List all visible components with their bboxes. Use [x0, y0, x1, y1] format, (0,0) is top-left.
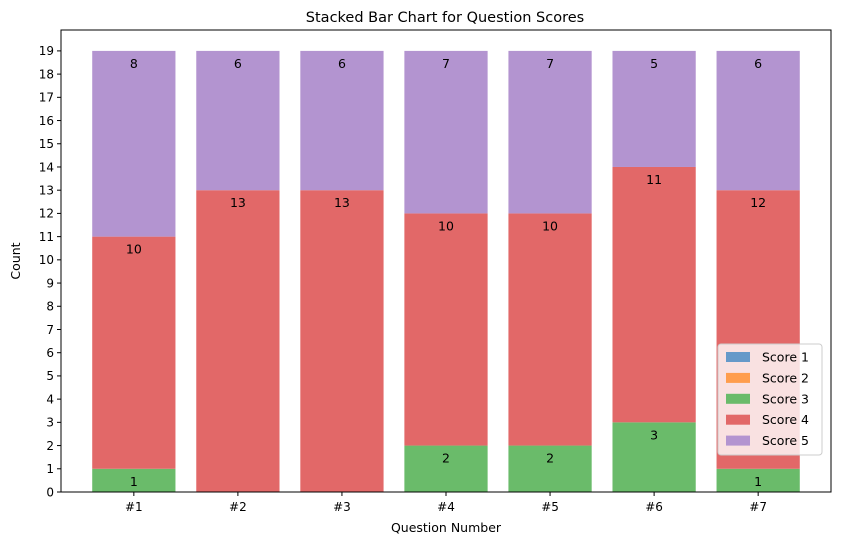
- bar-segment-4-2: [196, 190, 280, 492]
- legend-label: Score 4: [762, 412, 809, 427]
- bar-segment-3-5: [508, 445, 592, 492]
- y-tick-label: 14: [39, 160, 54, 174]
- bar-segment-5-6: [612, 50, 696, 167]
- y-tick-label: 6: [46, 346, 54, 360]
- y-tick-label: 12: [39, 207, 54, 221]
- bar-segment-4-6: [612, 166, 696, 423]
- bar-segment-5-2: [196, 50, 280, 191]
- bar-value-label: 7: [442, 56, 450, 71]
- bar-value-label: 6: [754, 56, 762, 71]
- bar-value-label: 2: [546, 451, 554, 466]
- legend-label: Score 2: [762, 370, 809, 385]
- bar-segment-3-4: [404, 445, 488, 492]
- bar-segment-4-5: [508, 213, 592, 446]
- y-tick-label: 19: [39, 44, 54, 58]
- bar-value-label: 10: [126, 242, 142, 257]
- y-tick-label: 7: [46, 323, 54, 337]
- x-tick-label: #3: [333, 500, 351, 514]
- bar-segment-5-1: [92, 50, 176, 237]
- legend-swatch: [726, 435, 750, 446]
- bar-segment-5-7: [716, 50, 800, 191]
- bar-value-label: 11: [646, 172, 662, 187]
- bar-value-label: 13: [230, 195, 246, 210]
- legend-label: Score 1: [762, 350, 809, 365]
- legend-swatch: [726, 393, 750, 404]
- x-tick-label: #1: [125, 500, 143, 514]
- y-tick-label: 13: [39, 183, 54, 197]
- x-tick-label: #5: [541, 500, 559, 514]
- y-tick-label: 10: [39, 253, 54, 267]
- y-tick-label: 0: [46, 485, 54, 499]
- bar-value-label: 6: [234, 56, 242, 71]
- bar-segment-5-5: [508, 50, 592, 214]
- bar-value-label: 3: [650, 427, 658, 442]
- legend-label: Score 3: [762, 391, 809, 406]
- bar-segment-4-1: [92, 236, 176, 469]
- y-tick-label: 8: [46, 300, 54, 314]
- bar-segment-3-6: [612, 422, 696, 492]
- legend-box: [717, 343, 823, 456]
- bar-value-label: 6: [338, 56, 346, 71]
- y-axis-label: Count: [8, 242, 23, 279]
- bar-value-label: 8: [130, 56, 138, 71]
- legend-swatch: [726, 414, 750, 425]
- legend-swatch: [726, 352, 750, 362]
- y-tick-label: 1: [46, 462, 54, 476]
- y-tick-label: 17: [39, 91, 54, 105]
- bar-segment-3-7: [716, 468, 800, 492]
- legend: Score 1 Score 2 Score 3 Score 4 Score 5: [717, 343, 823, 456]
- bar-segment-5-3: [300, 50, 384, 191]
- chart-title: Stacked Bar Chart for Question Scores: [306, 10, 584, 26]
- y-tick-label: 4: [46, 392, 54, 406]
- bar-value-label: 7: [546, 56, 554, 71]
- y-tick-label: 18: [39, 67, 54, 81]
- legend-swatch: [726, 372, 750, 383]
- bar-value-label: 2: [442, 451, 450, 466]
- y-tick-label: 2: [46, 439, 54, 453]
- x-axis: #1 #2 #3 #4 #5 #6 #7: [125, 492, 767, 514]
- x-tick-label: #6: [645, 500, 663, 514]
- y-tick-label: 9: [46, 276, 54, 290]
- y-tick-label: 15: [39, 137, 54, 151]
- bars-group: [92, 50, 800, 492]
- bar-value-label: 10: [542, 218, 558, 233]
- bar-value-label: 12: [750, 195, 766, 210]
- bar-segment-5-4: [404, 50, 488, 214]
- plot-frame: [60, 29, 832, 493]
- x-axis-label: Question Number: [391, 520, 502, 535]
- bar-labels-group: 1 10 8 13 6 13 6 2 10 7 2 10 7 3 11 5 1 12 6: [126, 56, 766, 489]
- bar-segment-4-4: [404, 213, 488, 446]
- bar-segment-4-3: [300, 190, 384, 492]
- x-tick-label: #4: [437, 500, 455, 514]
- bar-value-label: 13: [334, 195, 350, 210]
- bar-segment-3-1: [92, 468, 176, 492]
- y-tick-label: 5: [46, 369, 54, 383]
- x-tick-label: #2: [229, 500, 247, 514]
- y-tick-label: 3: [46, 416, 54, 430]
- y-tick-label: 16: [39, 114, 54, 128]
- bar-value-label: 1: [130, 474, 138, 489]
- bar-value-label: 1: [754, 474, 762, 489]
- y-tick-label: 11: [39, 230, 54, 244]
- legend-label: Score 5: [762, 433, 809, 448]
- x-tick-label: #7: [749, 500, 767, 514]
- bar-value-label: 10: [438, 218, 454, 233]
- bar-value-label: 5: [650, 56, 658, 71]
